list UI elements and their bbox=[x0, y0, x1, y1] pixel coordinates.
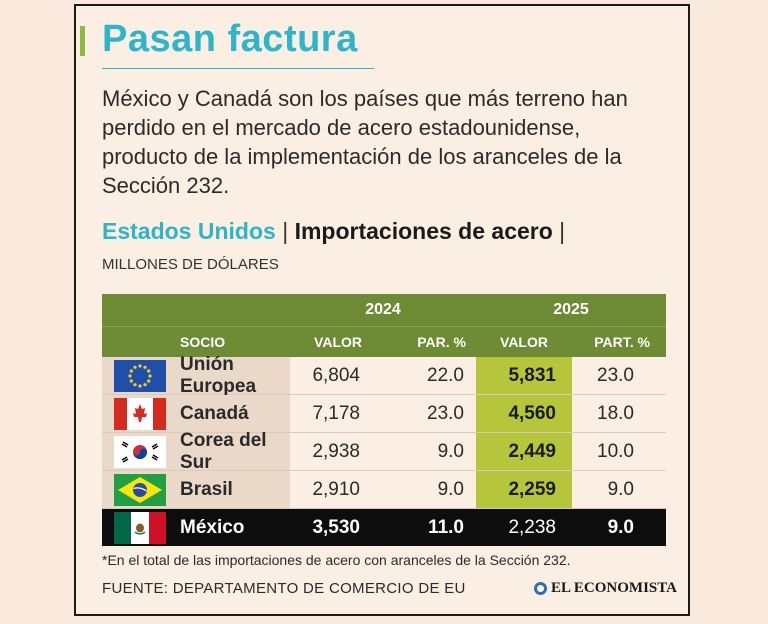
brazil-flag-icon bbox=[102, 471, 178, 508]
part-2025-cell: 9.0 bbox=[607, 478, 634, 500]
par-2024-cell: 9.0 bbox=[437, 440, 464, 462]
title-underline bbox=[102, 68, 374, 69]
units-label: MILLONES DE DÓLARES bbox=[102, 256, 279, 273]
south-korea-flag-icon bbox=[102, 433, 178, 470]
valor-2024-cell: 3,530 bbox=[312, 516, 360, 538]
valor-2024-cell: 2,938 bbox=[312, 440, 360, 462]
par-2024-header: PAR. % bbox=[417, 334, 466, 350]
title-accent-bar bbox=[80, 26, 85, 56]
country-name: Corea del Sur bbox=[178, 430, 290, 473]
year-2025-header: 2025 bbox=[553, 301, 589, 318]
part-2025-cell: 18.0 bbox=[597, 402, 634, 424]
par-2024-cell: 11.0 bbox=[428, 516, 464, 538]
valor-2025-cell: 5,831 bbox=[476, 357, 572, 394]
subtitle-country: Estados Unidos bbox=[102, 218, 276, 244]
infographic-title: Pasan factura bbox=[102, 18, 358, 60]
valor-2025-cell: 2,449 bbox=[476, 433, 572, 470]
part-2025-cell: 23.0 bbox=[597, 364, 634, 386]
subtitle-separator: | bbox=[282, 218, 289, 244]
brand-name: EL ECONOMISTA bbox=[551, 580, 677, 596]
footnote: *En el total de las importaciones de ace… bbox=[102, 552, 571, 568]
subtitle-topic: Importaciones de acero bbox=[294, 218, 553, 244]
column-header-row: SOCIO VALOR PAR. % VALOR PART. % bbox=[102, 326, 666, 357]
description-text: México y Canadá son los países que más t… bbox=[102, 86, 628, 198]
brand-logo: EL ECONOMISTA bbox=[534, 580, 677, 597]
el-economista-logo-icon bbox=[534, 582, 547, 595]
year-2024-header: 2024 bbox=[365, 301, 401, 318]
country-name: Unión Europea bbox=[178, 354, 290, 397]
valor-2024-cell: 7,178 bbox=[312, 402, 360, 424]
canada-flag-icon bbox=[102, 395, 178, 432]
year-header-row: 2024 2025 bbox=[102, 294, 666, 326]
part-2025-cell: 10.0 bbox=[597, 440, 634, 462]
socio-header: SOCIO bbox=[180, 334, 226, 350]
valor-2025-cell: 2,259 bbox=[476, 471, 572, 508]
table-row-mexico: México 3,530 11.0 2,238 9.0 bbox=[102, 509, 666, 546]
table-subtitle: Estados Unidos | Importaciones de acero … bbox=[102, 218, 565, 245]
valor-2024-header: VALOR bbox=[314, 334, 362, 350]
valor-2025-header: VALOR bbox=[500, 334, 548, 350]
eu-flag-icon bbox=[102, 357, 178, 394]
valor-2025-cell: 4,560 bbox=[476, 395, 572, 432]
table-row: Canadá 7,178 23.0 4,560 18.0 bbox=[102, 395, 666, 433]
valor-2024-cell: 6,804 bbox=[312, 364, 360, 386]
part-2025-cell: 9.0 bbox=[607, 516, 634, 538]
table-row: Brasil 2,910 9.0 2,259 9.0 bbox=[102, 471, 666, 509]
mexico-flag-icon bbox=[102, 509, 178, 546]
infographic-card: Pasan factura México y Canadá son los pa… bbox=[74, 4, 690, 616]
subtitle-separator-end: | bbox=[559, 218, 566, 244]
par-2024-cell: 23.0 bbox=[427, 402, 464, 424]
country-name: Canadá bbox=[178, 395, 290, 432]
par-2024-cell: 9.0 bbox=[437, 478, 464, 500]
country-name: Brasil bbox=[178, 471, 290, 508]
valor-2024-cell: 2,910 bbox=[312, 478, 360, 500]
valor-2025-cell: 2,238 bbox=[476, 509, 572, 546]
table-row: Corea del Sur 2,938 9.0 2,449 10.0 bbox=[102, 430, 666, 473]
source-label: FUENTE: DEPARTAMENTO DE COMERCIO DE EU bbox=[102, 580, 466, 597]
part-2025-header: PART. % bbox=[594, 334, 650, 350]
country-name: México bbox=[180, 516, 245, 538]
table-row: Unión Europea 6,804 22.0 5,831 23.0 bbox=[102, 354, 666, 397]
imports-table: 2024 2025 SOCIO VALOR PAR. % VALOR PART.… bbox=[102, 294, 666, 546]
par-2024-cell: 22.0 bbox=[427, 364, 464, 386]
